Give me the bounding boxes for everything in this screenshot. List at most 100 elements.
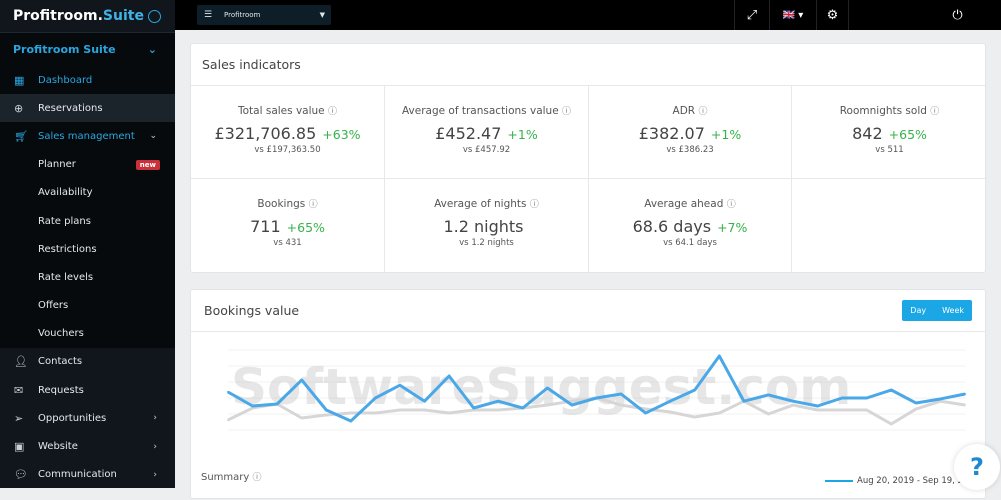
data-point[interactable] (964, 393, 966, 395)
kpi-value: £382.07 (638, 124, 705, 143)
data-point[interactable] (841, 409, 844, 411)
data-point[interactable] (865, 409, 868, 411)
data-point[interactable] (497, 400, 500, 403)
data-point[interactable] (349, 420, 352, 423)
kpi-comparison: vs £197,363.50 (254, 145, 321, 155)
help-button[interactable]: ? (954, 444, 1000, 490)
week-button[interactable]: Week (942, 306, 964, 315)
data-point[interactable] (276, 403, 279, 405)
language-button[interactable]: 🇬🇧︎ ▾ (769, 0, 816, 30)
sidebar-item-offers[interactable]: Offers (0, 291, 175, 320)
data-point[interactable] (620, 393, 623, 395)
chevron-down-icon: ⌄ (147, 43, 157, 56)
data-point[interactable] (398, 384, 401, 387)
data-point[interactable] (546, 404, 549, 407)
data-point[interactable] (300, 379, 303, 381)
sidebar-item-opportunities[interactable]: ➢ Opportunities › (14, 411, 157, 425)
data-point[interactable] (423, 409, 426, 411)
data-point[interactable] (792, 404, 795, 407)
data-point[interactable] (865, 397, 868, 399)
sidebar-item-restrictions[interactable]: Restrictions (0, 235, 175, 264)
settings-button[interactable]: ⚙ (816, 0, 849, 30)
data-point[interactable] (718, 412, 721, 415)
data-point[interactable] (718, 355, 721, 357)
sidebar-item-planner[interactable]: Planner new (0, 150, 175, 179)
sidebar-item-reservations[interactable]: ⊕ Reservations (0, 94, 175, 123)
sidebar-item-communication[interactable]: 💬︎ Communication › (14, 468, 157, 482)
logout-button[interactable]: ⏻ (940, 0, 975, 30)
data-point[interactable] (546, 387, 549, 389)
info-icon[interactable]: ⓘ (726, 200, 736, 210)
data-point[interactable] (669, 400, 672, 403)
data-point[interactable] (767, 413, 770, 415)
data-point[interactable] (816, 409, 819, 411)
data-point[interactable] (792, 400, 795, 403)
sidebar-item-rate-levels[interactable]: Rate levels (0, 263, 175, 292)
caret-down-icon: ▼ (319, 11, 325, 19)
info-icon[interactable]: ⓘ (308, 200, 318, 210)
data-point[interactable] (570, 404, 573, 407)
sidebar-item-contacts[interactable]: 👤︎ Contacts (14, 355, 83, 369)
data-point[interactable] (890, 389, 893, 391)
data-point[interactable] (227, 419, 229, 421)
data-point[interactable] (767, 393, 770, 396)
kpi-value: 711 (250, 217, 281, 236)
data-point[interactable] (472, 409, 475, 411)
data-point[interactable] (251, 407, 254, 409)
data-point[interactable] (644, 408, 647, 411)
sidebar-item-vouchers[interactable]: Vouchers (0, 319, 175, 348)
data-point[interactable] (227, 391, 229, 393)
data-point[interactable] (251, 405, 254, 407)
data-point[interactable] (644, 412, 647, 415)
data-point[interactable] (914, 408, 917, 411)
data-point[interactable] (472, 407, 475, 409)
collapse-sidebar-icon[interactable] (148, 10, 161, 23)
info-icon[interactable]: ⓘ (698, 107, 708, 117)
data-point[interactable] (742, 400, 745, 403)
data-point[interactable] (325, 409, 328, 411)
data-point[interactable] (325, 413, 328, 416)
sidebar-item-website[interactable]: ▣ Website › (14, 440, 157, 454)
data-point[interactable] (423, 400, 426, 403)
data-point[interactable] (374, 397, 377, 399)
logo[interactable]: Profitroom. Suite (0, 0, 175, 33)
data-point[interactable] (349, 412, 352, 415)
data-point[interactable] (521, 407, 524, 409)
data-point[interactable] (693, 416, 696, 419)
data-point[interactable] (570, 400, 573, 403)
gear-icon: ⚙ (826, 7, 839, 23)
data-point[interactable] (497, 409, 500, 411)
data-point[interactable] (964, 404, 966, 407)
sidebar-item-availability[interactable]: Availability (0, 178, 175, 207)
sidebar-item-dashboard[interactable]: ▦ Dashboard (0, 66, 175, 95)
info-icon[interactable]: ⓘ (930, 107, 940, 117)
data-point[interactable] (939, 400, 942, 403)
data-point[interactable] (841, 397, 844, 399)
sidebar-item-requests[interactable]: ✉ Requests (14, 383, 84, 397)
suite-selector[interactable]: Profitroom Suite ⌄ (0, 33, 175, 66)
property-select[interactable]: ☰ Profitroom ▼ (197, 5, 331, 25)
paper-plane-icon: ➢ (14, 411, 24, 425)
data-point[interactable] (693, 389, 696, 391)
data-point[interactable] (620, 404, 623, 407)
data-point[interactable] (890, 423, 893, 425)
day-button[interactable]: Day (910, 306, 927, 315)
data-point[interactable] (398, 409, 401, 411)
data-point[interactable] (448, 412, 451, 415)
summary-label: Summary ⓘ (201, 472, 262, 483)
data-point[interactable] (300, 417, 303, 419)
fullscreen-button[interactable]: ⤢ (734, 0, 769, 30)
sidebar-item-rate-plans[interactable]: Rate plans (0, 206, 175, 236)
data-point[interactable] (914, 401, 917, 404)
sidebar: Profitroom. Suite Profitroom Suite ⌄ ▦ Dash… (0, 0, 175, 488)
data-point[interactable] (595, 397, 598, 399)
data-point[interactable] (939, 397, 942, 400)
data-point[interactable] (448, 375, 451, 377)
info-icon[interactable]: ⓘ (562, 107, 572, 117)
data-point[interactable] (374, 412, 377, 415)
info-icon[interactable]: ⓘ (529, 200, 539, 210)
info-icon[interactable]: ⓘ (327, 107, 337, 117)
data-point[interactable] (816, 405, 819, 407)
sidebar-item-sales-management[interactable]: 🛒︎ Sales management ⌄ (0, 122, 175, 151)
data-point[interactable] (669, 411, 672, 413)
